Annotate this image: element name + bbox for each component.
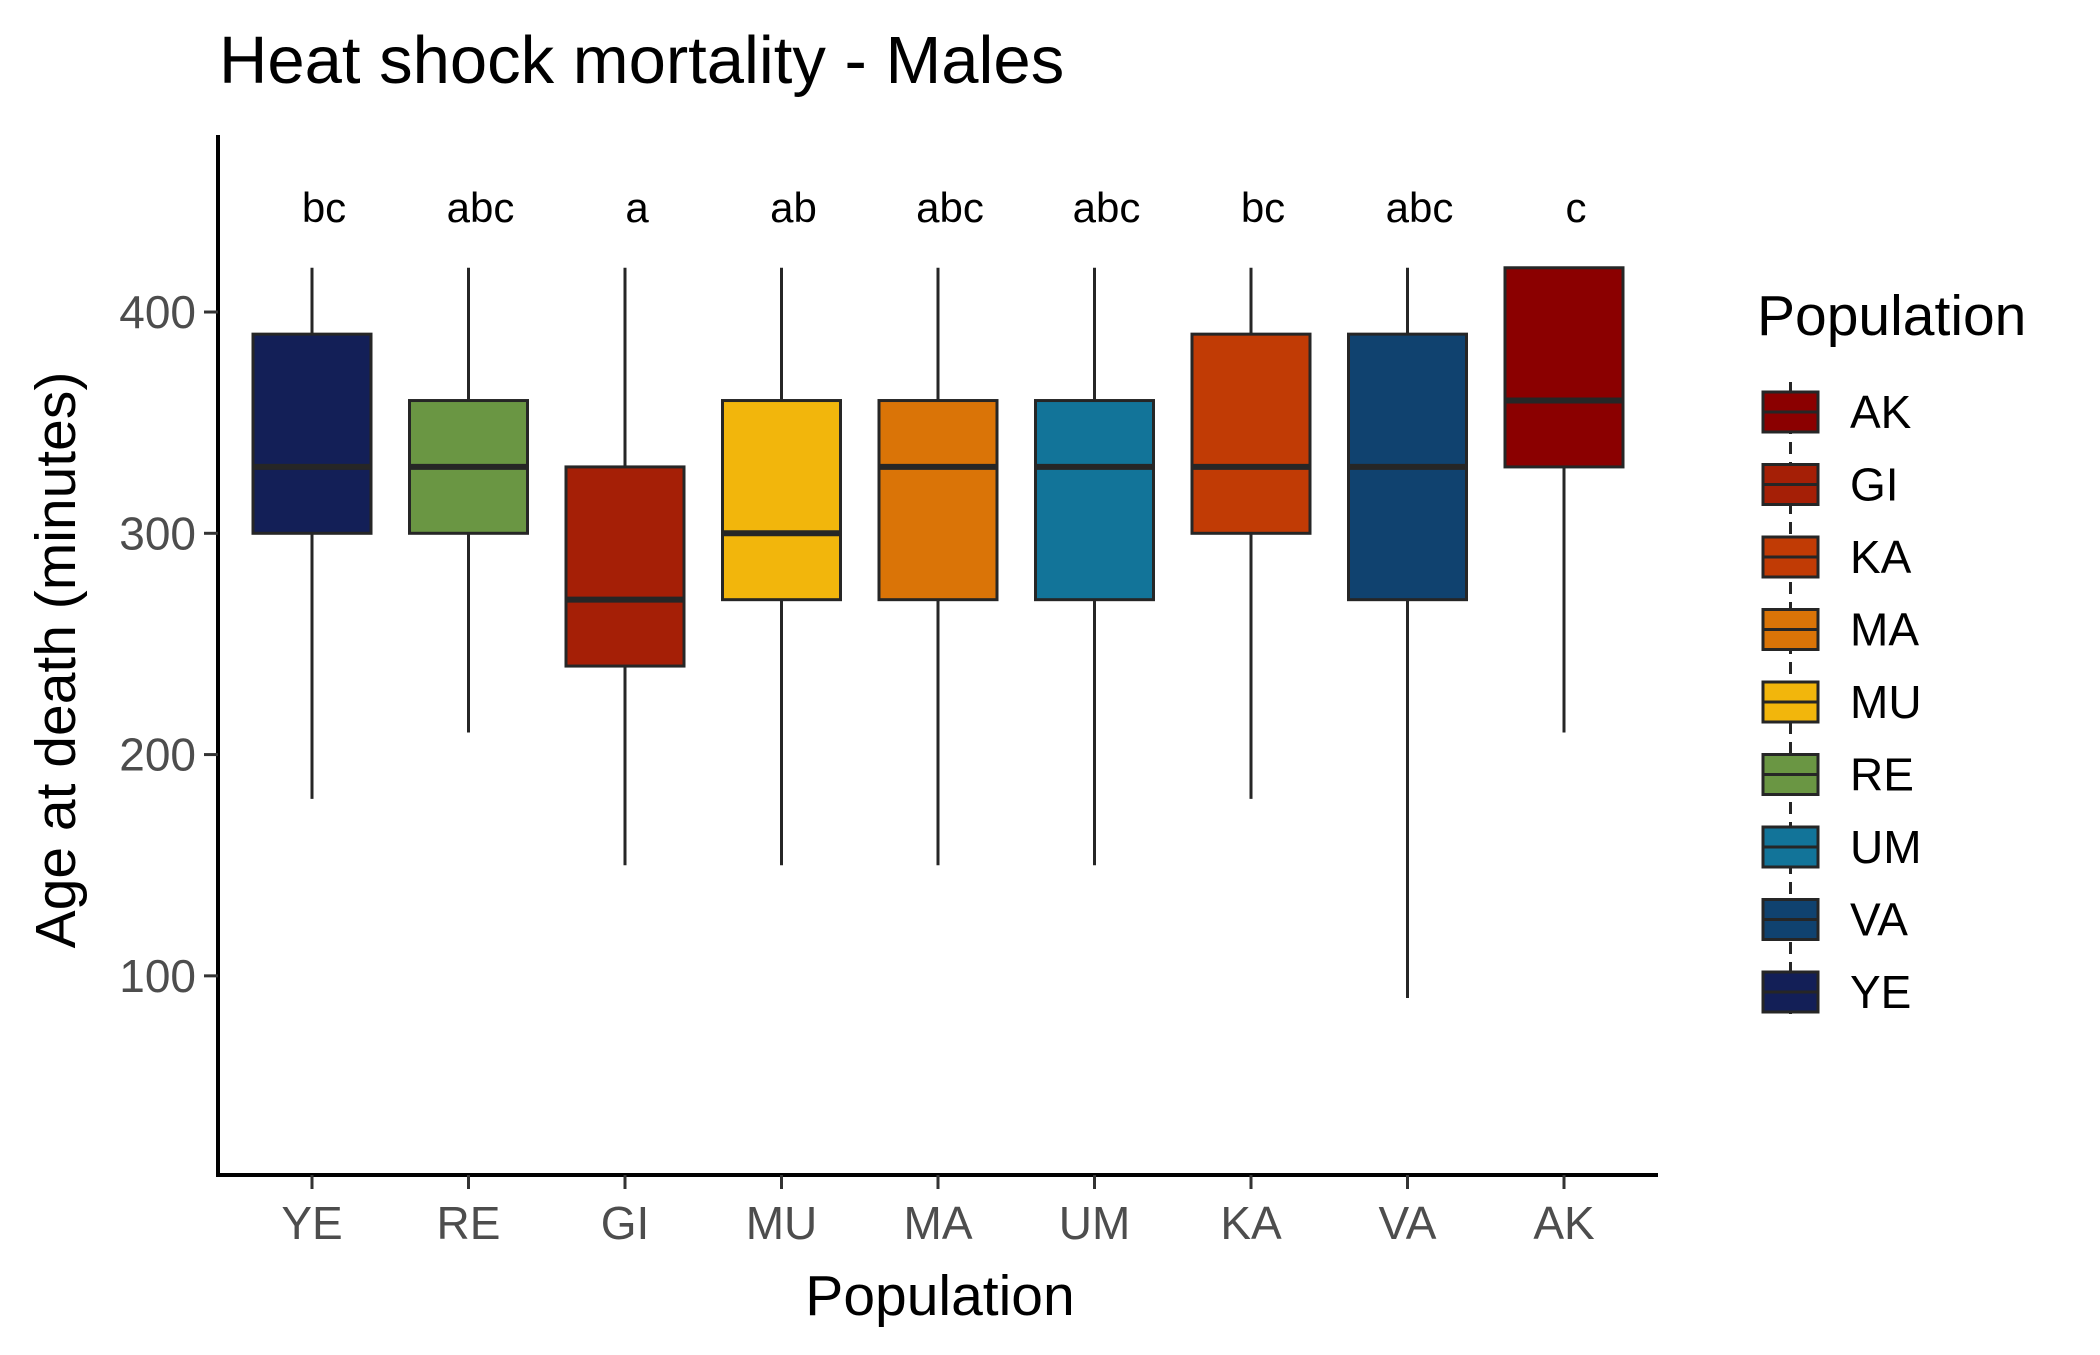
- legend-item-um: UM: [1761, 821, 1922, 873]
- legend-item-ma: MA: [1761, 604, 1919, 656]
- x-tick-label: RE: [437, 1197, 501, 1249]
- legend-label: YE: [1850, 966, 1911, 1018]
- significance-letters: abc: [916, 184, 984, 231]
- x-axis-title: Population: [805, 1264, 1074, 1328]
- x-tick-label: YE: [281, 1197, 342, 1249]
- y-tick-label: 100: [119, 950, 196, 1002]
- x-tick-label: GI: [601, 1197, 650, 1249]
- plot-area: 100 200 300 400 YE RE GI MU MA UM KA VA AK bc abc a ab ab…: [119, 135, 1658, 1249]
- legend-label: KA: [1850, 531, 1912, 583]
- legend-label: GI: [1850, 459, 1899, 511]
- x-tick-label: AK: [1533, 1197, 1595, 1249]
- box-um: abc: [1034, 184, 1155, 866]
- box-ye: bc: [251, 184, 373, 799]
- y-tick-label: 400: [119, 286, 196, 338]
- box-ka: bc: [1190, 184, 1312, 799]
- legend: AK GI KA MA MU RE UM VA YE: [1761, 382, 1922, 1022]
- box-gi: a: [564, 184, 686, 866]
- x-tick-label: KA: [1220, 1197, 1282, 1249]
- legend-item-va: VA: [1761, 894, 1908, 946]
- legend-item-ak: AK: [1761, 386, 1912, 438]
- significance-letters: a: [625, 184, 649, 231]
- box-mu: ab: [721, 184, 842, 866]
- significance-letters: bc: [1241, 184, 1285, 231]
- legend-label: RE: [1850, 749, 1914, 801]
- iqr-box: [877, 399, 999, 602]
- significance-letters: bc: [302, 184, 346, 231]
- legend-label: MU: [1850, 676, 1922, 728]
- iqr-box: [1190, 332, 1312, 535]
- legend-item-gi: GI: [1761, 459, 1899, 511]
- x-tick-label: MA: [904, 1197, 973, 1249]
- iqr-box: [251, 332, 373, 535]
- iqr-box: [564, 465, 686, 668]
- significance-letters: ab: [770, 184, 817, 231]
- chart-title: Heat shock mortality - Males: [219, 23, 1064, 98]
- iqr-box: [1034, 399, 1155, 602]
- y-tick-label: 200: [119, 729, 196, 781]
- box-re: abc: [408, 184, 529, 733]
- box-va: abc: [1347, 184, 1468, 998]
- significance-letters: abc: [1073, 184, 1141, 231]
- x-tick-label: MU: [746, 1197, 818, 1249]
- x-tick-label: UM: [1059, 1197, 1131, 1249]
- significance-letters: c: [1566, 184, 1587, 231]
- significance-letters: abc: [447, 184, 515, 231]
- legend-label: MA: [1850, 604, 1919, 656]
- iqr-box: [1503, 266, 1625, 469]
- legend-label: UM: [1850, 821, 1922, 873]
- iqr-box: [721, 399, 842, 602]
- legend-item-ye: YE: [1761, 966, 1911, 1018]
- legend-label: VA: [1850, 894, 1908, 946]
- y-axis-title: Age at death (minutes): [24, 372, 88, 949]
- box-ak: c: [1503, 184, 1625, 733]
- legend-item-mu: MU: [1761, 676, 1922, 728]
- legend-label: AK: [1850, 386, 1912, 438]
- significance-letters: abc: [1386, 184, 1454, 231]
- legend-title: Population: [1757, 284, 2026, 348]
- box-ma: abc: [877, 184, 999, 866]
- y-tick-label: 300: [119, 507, 196, 559]
- legend-item-re: RE: [1761, 749, 1914, 801]
- x-tick-label: VA: [1379, 1197, 1437, 1249]
- legend-item-ka: KA: [1761, 531, 1912, 583]
